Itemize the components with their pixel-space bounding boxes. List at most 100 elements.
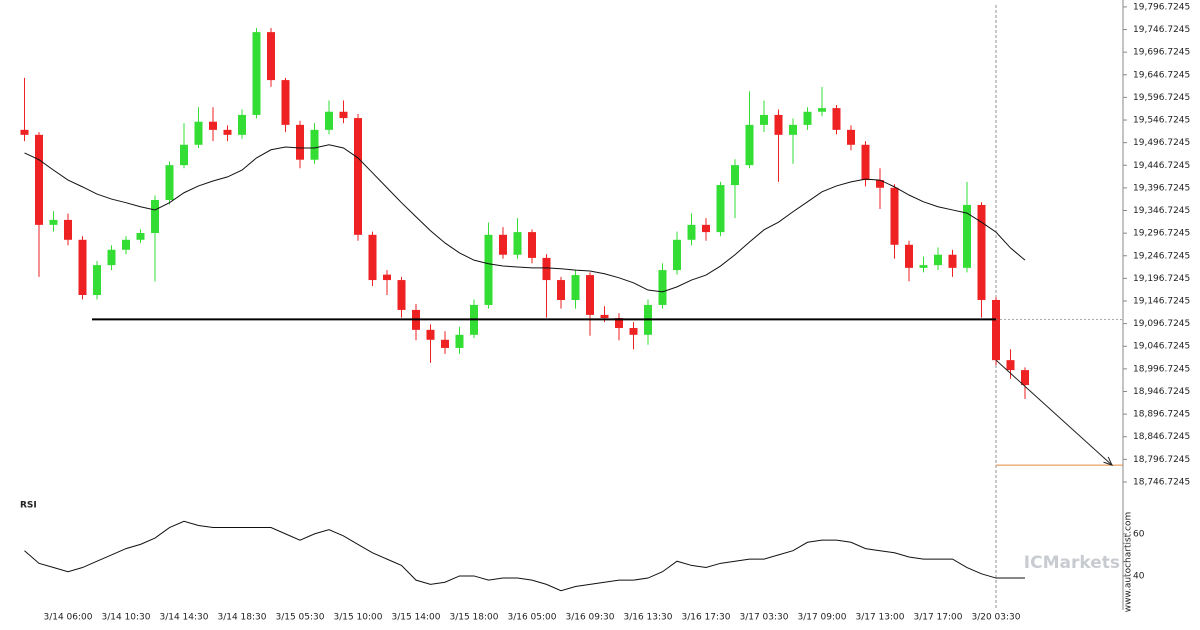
credit: www.autochartist.com bbox=[1124, 512, 1134, 613]
candle-body bbox=[890, 187, 899, 245]
x-tick-label: 3/14 18:30 bbox=[217, 613, 266, 623]
candle-body bbox=[774, 114, 783, 135]
y-tick-label: 19,146.7245 bbox=[1133, 297, 1190, 307]
candle-body bbox=[963, 204, 971, 268]
y-tick-label: 19,396.7245 bbox=[1133, 183, 1190, 193]
y-tick-label: 18,746.7245 bbox=[1133, 477, 1190, 487]
candle-body bbox=[296, 124, 304, 160]
watermark: ICMarkets bbox=[1024, 553, 1120, 573]
x-tick-label: 3/14 10:30 bbox=[101, 613, 150, 623]
candle-body bbox=[397, 280, 406, 310]
y-tick-label: 19,446.7245 bbox=[1133, 161, 1190, 171]
y-tick-label: 19,296.7245 bbox=[1133, 229, 1190, 239]
candle-body bbox=[136, 233, 145, 240]
x-tick-label: 3/15 10:00 bbox=[333, 613, 382, 623]
candle-body bbox=[934, 254, 942, 266]
x-tick-label: 3/16 09:30 bbox=[565, 613, 614, 623]
y-tick-label: 19,696.7245 bbox=[1133, 48, 1190, 58]
y-tick-label: 18,996.7245 bbox=[1133, 364, 1190, 374]
indicator-title: RSI bbox=[20, 501, 37, 511]
candle-body bbox=[716, 185, 725, 233]
x-tick-label: 3/17 17:00 bbox=[913, 613, 962, 623]
candle-body bbox=[238, 114, 246, 135]
x-tick-label: 3/16 05:00 bbox=[507, 613, 556, 623]
candle-body bbox=[499, 234, 507, 255]
candle-body bbox=[731, 165, 739, 186]
x-tick-label: 3/14 06:00 bbox=[43, 613, 92, 623]
candle-body bbox=[658, 270, 667, 305]
candle-body bbox=[1021, 370, 1029, 386]
moving-average bbox=[24, 144, 1026, 293]
candle-body bbox=[847, 129, 855, 145]
y-tick-label: 19,746.7245 bbox=[1133, 25, 1190, 35]
y-tick-label: 19,596.7245 bbox=[1133, 93, 1190, 103]
x-tick-label: 3/16 17:30 bbox=[681, 613, 730, 623]
x-tick-label: 3/15 18:00 bbox=[449, 613, 498, 623]
candle-body bbox=[180, 144, 188, 166]
candle-body bbox=[528, 232, 536, 258]
y-tick-label: 18,846.7245 bbox=[1133, 432, 1190, 442]
candle-body bbox=[165, 165, 174, 200]
candle-body bbox=[615, 318, 623, 329]
candle-body bbox=[484, 234, 493, 305]
x-tick-label: 3/17 03:30 bbox=[739, 613, 788, 623]
candle-body bbox=[281, 80, 290, 125]
y-tick-label: 19,346.7245 bbox=[1133, 206, 1190, 216]
candle-body bbox=[948, 254, 957, 268]
candle-body bbox=[818, 108, 826, 112]
y-tick-label: 19,046.7245 bbox=[1133, 342, 1190, 352]
y-tick-label: 19,246.7245 bbox=[1133, 251, 1190, 261]
candle-body bbox=[992, 299, 1000, 361]
candle-body bbox=[513, 232, 522, 255]
candle-body bbox=[35, 134, 43, 225]
y-tick-label: 19,496.7245 bbox=[1133, 138, 1190, 148]
x-tick-label: 3/15 05:30 bbox=[275, 613, 324, 623]
candle-body bbox=[789, 124, 797, 135]
rsi-line bbox=[24, 520, 1025, 592]
y-tick-label: 19,646.7245 bbox=[1133, 70, 1190, 80]
candle-body bbox=[325, 111, 333, 130]
candle-body bbox=[702, 224, 710, 233]
x-tick-label: 3/17 13:00 bbox=[855, 613, 904, 623]
rsi-tick-label: 40 bbox=[1133, 571, 1145, 581]
candle-body bbox=[905, 244, 913, 268]
candle-body bbox=[600, 314, 609, 319]
candle-body bbox=[673, 239, 681, 271]
candle-body bbox=[383, 274, 391, 281]
candle-body bbox=[426, 329, 435, 340]
x-tick-label: 3/15 14:00 bbox=[391, 613, 440, 623]
candle-body bbox=[557, 280, 565, 300]
candle-body bbox=[78, 239, 87, 295]
candle-body bbox=[151, 199, 159, 234]
candle-body bbox=[122, 239, 130, 250]
candle-body bbox=[745, 124, 754, 166]
x-tick-label: 3/17 09:00 bbox=[797, 613, 846, 623]
candle-body bbox=[919, 265, 928, 268]
candle-body bbox=[368, 234, 377, 281]
y-tick-label: 19,546.7245 bbox=[1133, 116, 1190, 126]
candle-body bbox=[687, 224, 696, 240]
candle-body bbox=[441, 339, 449, 348]
candle-body bbox=[571, 275, 580, 300]
candle-body bbox=[977, 204, 986, 300]
y-tick-label: 19,096.7245 bbox=[1133, 319, 1190, 329]
arrow-head bbox=[1103, 456, 1113, 466]
candle-body bbox=[20, 129, 29, 135]
candle-body bbox=[267, 32, 275, 81]
candle-body bbox=[1006, 360, 1015, 371]
candle-body bbox=[876, 180, 884, 188]
candle-body bbox=[107, 249, 116, 266]
candle-body bbox=[629, 328, 638, 335]
x-tick-label: 3/20 03:30 bbox=[971, 613, 1020, 623]
x-tick-label: 3/16 13:30 bbox=[623, 613, 672, 623]
candle-body bbox=[354, 118, 362, 235]
y-tick-label: 18,896.7245 bbox=[1133, 410, 1190, 420]
candle-body bbox=[832, 108, 841, 130]
candle-body bbox=[223, 129, 232, 135]
y-tick-label: 19,796.7245 bbox=[1133, 2, 1190, 12]
y-tick-label: 19,196.7245 bbox=[1133, 274, 1190, 284]
candle-body bbox=[861, 144, 870, 181]
candle-body bbox=[803, 111, 812, 125]
candle-body bbox=[93, 265, 101, 295]
